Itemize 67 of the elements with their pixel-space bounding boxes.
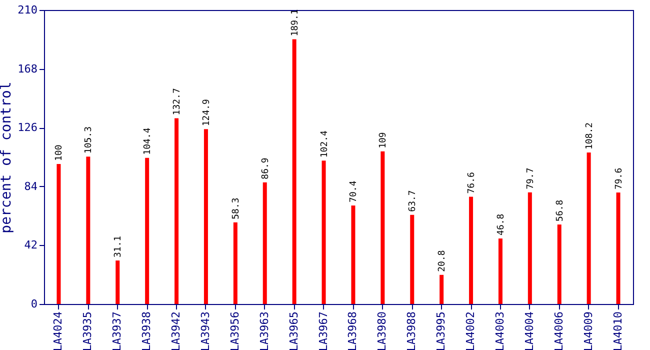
x-tick-label: LA4006 — [552, 312, 566, 350]
data-label: 31.1 — [114, 236, 124, 258]
x-tick-label: LA3965 — [287, 312, 300, 350]
data-label: 63.7 — [408, 190, 418, 212]
x-tick-label: LA3963 — [258, 312, 271, 350]
x-tick-label: LA3995 — [434, 312, 448, 350]
data-label: 76.6 — [467, 172, 478, 194]
data-label: 79.6 — [614, 168, 624, 190]
data-label: 100 — [54, 144, 65, 161]
bar — [586, 152, 591, 304]
x-tick-label: LA3937 — [110, 312, 124, 350]
data-label: 58.3 — [231, 198, 242, 220]
y-tick-label: 42 — [24, 238, 38, 252]
bar — [528, 192, 532, 304]
data-label: 86.9 — [260, 158, 271, 180]
x-tick-label: LA3967 — [316, 312, 330, 350]
bar — [616, 192, 620, 304]
x-tick-label: LA3980 — [376, 312, 389, 350]
data-label: 104.4 — [143, 128, 154, 155]
bar — [233, 222, 238, 304]
bar — [86, 156, 90, 304]
bar — [116, 260, 120, 304]
data-label: 20.8 — [438, 250, 448, 272]
x-tick-label: LA3943 — [198, 312, 212, 350]
x-tick-label: LA4004 — [522, 311, 536, 350]
bar — [174, 118, 179, 304]
bar — [351, 205, 356, 304]
x-tick-label: LA3968 — [346, 312, 360, 350]
data-label: 79.7 — [526, 168, 536, 190]
bar — [410, 214, 414, 304]
x-tick-label: LA4010 — [611, 312, 624, 350]
y-axis-title: percent of control — [0, 82, 15, 234]
x-tick-label: LA4024 — [52, 311, 65, 350]
bar — [498, 238, 502, 304]
bar — [440, 274, 444, 304]
bar — [322, 160, 326, 304]
bar — [145, 158, 150, 304]
data-label: 70.4 — [349, 180, 360, 202]
bar — [469, 196, 474, 304]
bar — [380, 151, 385, 304]
data-label: 102.4 — [320, 130, 330, 158]
y-tick-label: 126 — [18, 121, 38, 134]
bar — [292, 39, 296, 304]
data-label: 108.2 — [584, 122, 595, 150]
data-label: 56.8 — [555, 200, 566, 222]
data-label: 124.9 — [202, 99, 212, 126]
y-tick-label: 84 — [24, 180, 38, 193]
bar — [262, 182, 267, 304]
data-label: 132.7 — [172, 88, 183, 116]
x-tick-label: LA3942 — [170, 312, 183, 350]
data-label: 46.8 — [496, 214, 506, 236]
data-label: 105.3 — [84, 126, 94, 154]
bar — [557, 224, 562, 304]
x-tick-label: LA3938 — [140, 312, 154, 350]
x-tick-label: LA3935 — [81, 312, 94, 350]
x-tick-label: LA4003 — [493, 312, 506, 350]
y-tick-label: 168 — [18, 62, 38, 76]
y-tick-label: 210 — [18, 4, 38, 16]
data-label: 109 — [378, 132, 389, 148]
x-tick-label: LA4002 — [464, 312, 478, 350]
x-tick-label: LA3988 — [405, 312, 418, 350]
bar — [56, 164, 61, 304]
x-tick-label: LA3956 — [228, 312, 242, 350]
bar — [204, 129, 208, 304]
x-tick-label: LA4009 — [582, 312, 595, 350]
data-label: 189.1 — [290, 9, 300, 36]
y-tick-label: 0 — [30, 298, 38, 310]
